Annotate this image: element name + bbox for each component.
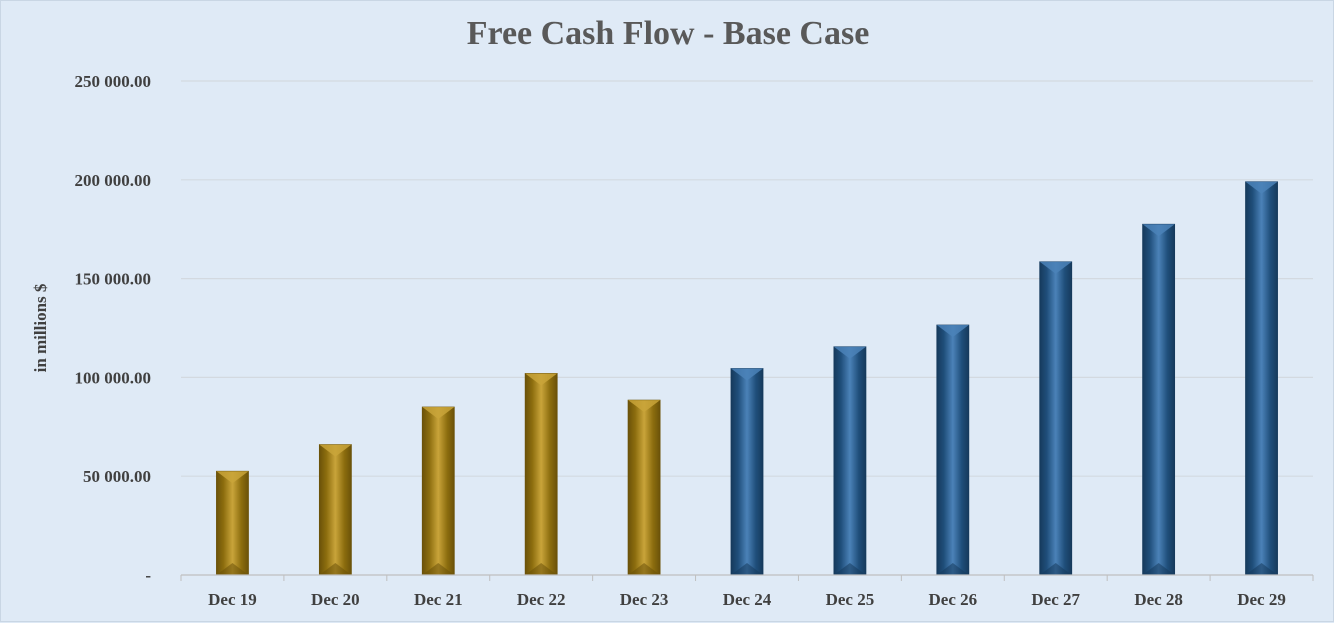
bar-dec-25: [833, 346, 867, 576]
bars: [216, 181, 1278, 576]
y-axis-ticks: - 50 000.00 100 000.00 150 000.00 200 000.00…: [75, 72, 152, 585]
x-tick-label: Dec 26: [929, 590, 978, 609]
bar-dec-28: [1142, 223, 1176, 576]
chart-title: Free Cash Flow - Base Case: [466, 15, 870, 52]
x-tick-label: Dec 24: [723, 590, 772, 609]
y-tick-label: 50 000.00: [83, 467, 151, 486]
x-tick-label: Dec 20: [311, 590, 360, 609]
x-tick-label: Dec 28: [1134, 590, 1183, 609]
y-tick-label: 150 000.00: [75, 270, 152, 289]
bar-dec-26: [936, 324, 970, 576]
x-tick-label: Dec 25: [826, 590, 875, 609]
y-tick-label: -: [145, 566, 151, 585]
bar-dec-29: [1245, 181, 1278, 576]
x-axis: Dec 19 Dec 20 Dec 21 Dec 22 Dec 23 Dec 24 Dec …: [180, 574, 1314, 609]
bar-dec-22: [524, 373, 558, 576]
bar-dec-21: [421, 406, 455, 576]
bar-dec-27: [1039, 261, 1073, 576]
x-tick-label: Dec 22: [517, 590, 566, 609]
bar-dec-20: [318, 444, 352, 576]
bar-dec-23: [627, 399, 661, 576]
x-tick-label: Dec 29: [1237, 590, 1286, 609]
y-tick-label: 250 000.00: [75, 72, 152, 91]
x-tick-label: Dec 27: [1031, 590, 1080, 609]
x-tick-label: Dec 21: [414, 590, 463, 609]
x-tick-label: Dec 19: [208, 590, 257, 609]
x-tick-label: Dec 23: [620, 590, 669, 609]
bar-dec-19: [216, 470, 249, 576]
bar-dec-24: [730, 368, 764, 576]
y-tick-label: 200 000.00: [75, 171, 152, 190]
y-tick-label: 100 000.00: [75, 368, 152, 387]
